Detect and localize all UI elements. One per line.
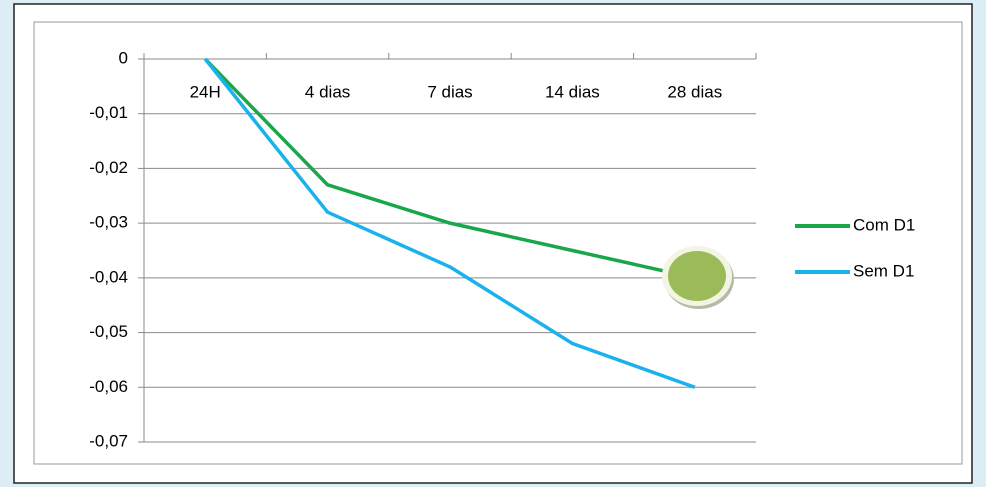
x-tick-label: 28 dias (667, 82, 722, 101)
legend-label: Com D1 (853, 215, 915, 234)
series-line (203, 57, 696, 389)
x-tick-label: 14 dias (545, 82, 600, 101)
plot-frame (33, 21, 963, 465)
series-line (203, 57, 696, 280)
y-tick-label: -0,01 (89, 103, 128, 122)
y-tick-label: -0,05 (89, 322, 128, 341)
y-tick-label: -0,04 (89, 267, 128, 286)
x-tick-label: 4 dias (305, 82, 350, 101)
y-tick-label: -0,03 (89, 213, 128, 232)
decoration-disc (668, 251, 726, 301)
y-tick-label: 0 (119, 48, 128, 67)
decoration (662, 246, 734, 309)
x-tick-label: 24H (190, 82, 221, 101)
y-tick-label: -0,07 (89, 431, 128, 450)
y-tick-label: -0,02 (89, 158, 128, 177)
chart-frame (13, 3, 973, 484)
x-tick-label: 7 dias (427, 82, 472, 101)
y-tick-label: -0,06 (89, 377, 128, 396)
legend-label: Sem D1 (853, 261, 914, 280)
